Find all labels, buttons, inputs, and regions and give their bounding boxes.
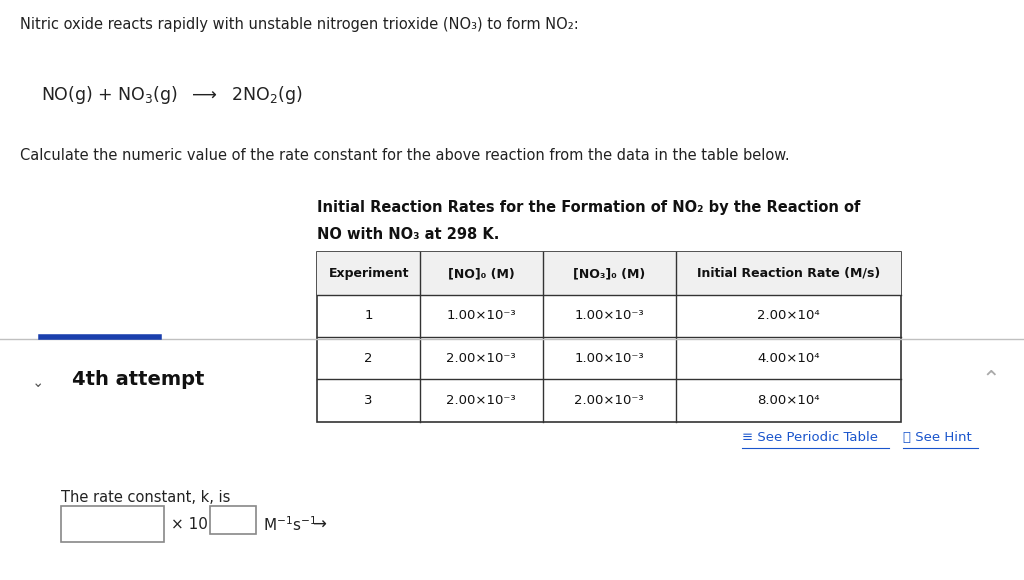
Text: [NO₃]₀ (M): [NO₃]₀ (M) (573, 267, 645, 280)
Bar (210, 506, 256, 534)
Text: M$^{-1}$s$^{-1}$: M$^{-1}$s$^{-1}$ (263, 515, 317, 534)
Bar (61, 506, 164, 542)
Text: The rate constant, k, is: The rate constant, k, is (61, 490, 230, 505)
Text: 3: 3 (365, 394, 373, 407)
Text: ⌃: ⌃ (982, 370, 1000, 390)
Text: 8.00×10⁴: 8.00×10⁴ (757, 394, 820, 407)
Text: 1.00×10⁻³: 1.00×10⁻³ (446, 309, 516, 322)
Text: [NO]₀ (M): [NO]₀ (M) (447, 267, 515, 280)
Text: 1.00×10⁻³: 1.00×10⁻³ (574, 351, 644, 365)
Text: 2.00×10⁻³: 2.00×10⁻³ (574, 394, 644, 407)
Text: 4.00×10⁴: 4.00×10⁴ (757, 351, 820, 365)
Text: 2.00×10⁻³: 2.00×10⁻³ (446, 351, 516, 365)
Text: 2: 2 (365, 351, 373, 365)
Bar (317, 252, 901, 422)
Text: NO(g) + NO$_3$(g)  $\longrightarrow$  2NO$_2$(g): NO(g) + NO$_3$(g) $\longrightarrow$ 2NO$… (41, 84, 302, 106)
Text: 2.00×10⁴: 2.00×10⁴ (757, 309, 820, 322)
Text: NO with NO₃ at 298 K.: NO with NO₃ at 298 K. (317, 227, 500, 242)
Text: 2.00×10⁻³: 2.00×10⁻³ (446, 394, 516, 407)
Text: Nitric oxide reacts rapidly with unstable nitrogen trioxide (NO₃) to form NO₂:: Nitric oxide reacts rapidly with unstabl… (20, 17, 580, 32)
Text: Calculate the numeric value of the rate constant for the above reaction from the: Calculate the numeric value of the rate … (20, 148, 791, 163)
Text: →: → (312, 515, 327, 534)
Text: ≡ See Periodic Table: ≡ See Periodic Table (742, 432, 879, 444)
Text: Experiment: Experiment (329, 267, 409, 280)
Text: Initial Reaction Rates for the Formation of NO₂ by the Reaction of: Initial Reaction Rates for the Formation… (317, 200, 861, 215)
Text: 1: 1 (365, 309, 373, 322)
Text: ⌃: ⌃ (28, 373, 40, 387)
Text: 1.00×10⁻³: 1.00×10⁻³ (574, 309, 644, 322)
Text: Initial Reaction Rate (M/s): Initial Reaction Rate (M/s) (697, 267, 880, 280)
Text: × 10: × 10 (171, 517, 208, 532)
Text: ⓘ See Hint: ⓘ See Hint (903, 432, 972, 444)
Bar (317, 252, 901, 295)
Text: 4th attempt: 4th attempt (72, 371, 204, 389)
